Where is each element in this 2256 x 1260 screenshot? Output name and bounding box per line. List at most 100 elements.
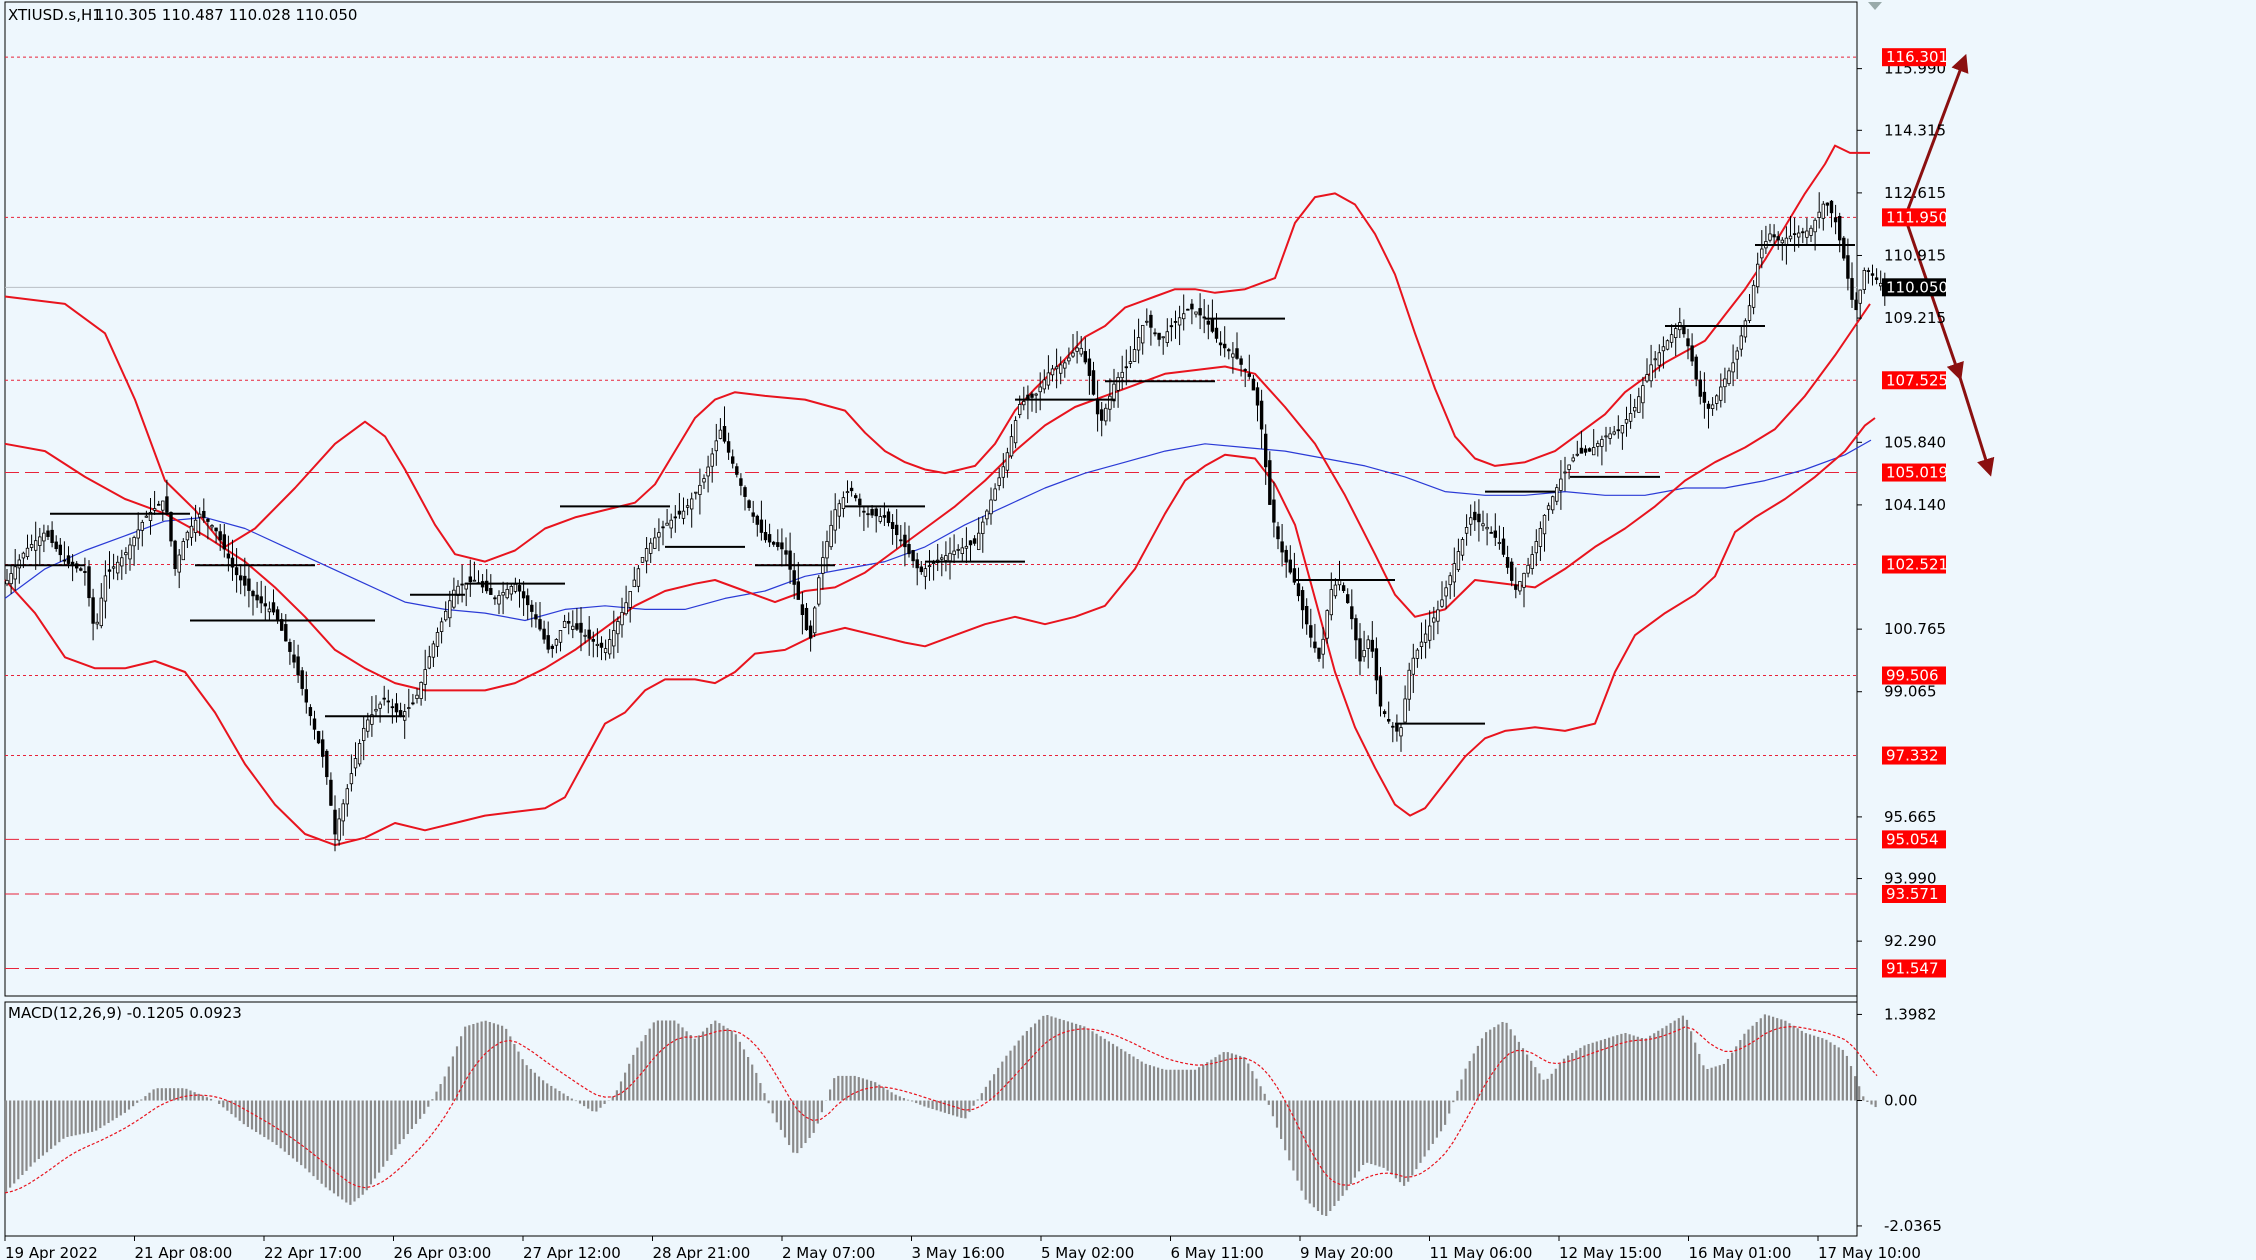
candle-body-245 (1009, 436, 1014, 457)
price-tick-label-10: 93.990 (1884, 870, 1937, 888)
level-label-2: 107.525 (1886, 371, 1948, 389)
candle-body-107 (443, 610, 448, 621)
candle-body-372 (1530, 554, 1534, 569)
candle-body-312 (1284, 549, 1288, 563)
candle-body-251 (1034, 393, 1038, 396)
price-tick-label-11: 92.290 (1884, 932, 1937, 950)
candle-body-307 (1264, 433, 1268, 468)
candle-body-389 (1600, 439, 1604, 447)
level-label-5: 99.506 (1886, 666, 1939, 684)
candle-body-186 (767, 534, 772, 543)
candle-body-60 (251, 590, 255, 597)
candle-body-10 (46, 530, 50, 537)
candle-body-371 (1526, 564, 1530, 574)
candle-body-203 (837, 503, 841, 517)
candle-body-454 (1866, 270, 1871, 272)
candle-body-9 (42, 532, 46, 542)
candle-body-317 (1305, 605, 1309, 625)
candle-body-62 (259, 596, 263, 604)
candle-body-364 (1497, 542, 1502, 544)
candle-body-302 (1243, 369, 1247, 371)
candle-body-341 (1403, 698, 1407, 723)
candle-body-257 (1059, 364, 1063, 374)
level-box-9 (1882, 959, 1946, 978)
candle-body-133 (550, 645, 554, 649)
candle-body-109 (452, 589, 456, 608)
candle-body-407 (1674, 328, 1678, 339)
candle-body-422 (1735, 350, 1739, 360)
candle-body-435 (1788, 235, 1793, 240)
candle-body-394 (1620, 425, 1625, 434)
candle-body-418 (1719, 386, 1723, 401)
level-label-4: 102.521 (1886, 555, 1948, 573)
candle-body-149 (616, 621, 620, 635)
candle-body-188 (776, 542, 780, 547)
candle-body-47 (197, 513, 202, 518)
candle-body-219 (903, 534, 907, 548)
candle-body-111 (460, 583, 464, 586)
candle-body-139 (575, 623, 579, 630)
candle-body-74 (308, 707, 313, 717)
candle-body-99 (411, 702, 415, 705)
candle-body-146 (603, 648, 608, 654)
candle-body-295 (1214, 327, 1219, 339)
candle-body-39 (165, 496, 169, 513)
price-tick-label-1: 114.315 (1884, 121, 1946, 139)
time-tick-label-14: 17 May 10:00 (1818, 1244, 1921, 1260)
candle-body-344 (1415, 649, 1420, 659)
candle-body-176 (726, 441, 731, 453)
candle-body-296 (1218, 342, 1223, 346)
candle-body-303 (1247, 373, 1251, 377)
level-box-3 (1882, 463, 1946, 482)
candle-body-363 (1493, 530, 1497, 538)
candle-body-381 (1567, 464, 1571, 470)
time-tick-label-12: 12 May 15:00 (1559, 1244, 1662, 1260)
candle-body-438 (1801, 231, 1805, 234)
candle-body-323 (1329, 589, 1333, 616)
current-price-label: 110.050 (1886, 278, 1948, 296)
candle-body-384 (1579, 447, 1584, 454)
candle-body-73 (304, 689, 308, 703)
candle-body-70 (292, 654, 296, 663)
candle-body-118 (489, 588, 493, 595)
candle-body-258 (1063, 362, 1067, 369)
candle-body-209 (862, 510, 866, 513)
candle-body-284 (1169, 325, 1174, 328)
candle-body-285 (1173, 321, 1178, 323)
macd-tick-label-0: 1.3982 (1884, 1005, 1937, 1023)
candle-body-3 (17, 559, 21, 569)
candle-body-198 (817, 577, 821, 605)
candle-body-451 (1854, 299, 1858, 311)
candle-body-457 (1879, 282, 1883, 287)
candle-body-217 (895, 524, 899, 536)
candle-body-410 (1686, 338, 1690, 347)
candle-body-51 (214, 527, 218, 532)
candle-body-373 (1534, 541, 1538, 554)
candle-body-192 (792, 570, 796, 585)
candle-body-52 (218, 531, 222, 541)
candle-body-81 (337, 818, 341, 841)
candle-body-7 (34, 540, 38, 551)
price-tick-label-2: 112.615 (1884, 184, 1946, 202)
candle-body-14 (62, 559, 67, 562)
candle-body-152 (628, 591, 632, 608)
candle-body-244 (1005, 452, 1010, 471)
candle-body-41 (173, 540, 177, 570)
level-box-2 (1882, 371, 1946, 390)
candle-body-156 (644, 548, 649, 562)
candle-body-286 (1177, 317, 1182, 326)
price-tick-label-4: 109.215 (1884, 309, 1946, 327)
candle-body-380 (1563, 471, 1567, 474)
candle-body-168 (694, 491, 698, 494)
candle-body-170 (702, 478, 706, 483)
candle-body-314 (1292, 568, 1297, 583)
time-tick-label-0: 19 Apr 2022 (5, 1244, 98, 1260)
candle-body-177 (731, 456, 735, 464)
candle-body-158 (653, 537, 657, 549)
candle-body-142 (587, 629, 591, 639)
candle-body-117 (484, 580, 489, 592)
candle-body-91 (378, 703, 382, 709)
candle-body-309 (1272, 499, 1276, 523)
level-box-8 (1882, 884, 1946, 903)
